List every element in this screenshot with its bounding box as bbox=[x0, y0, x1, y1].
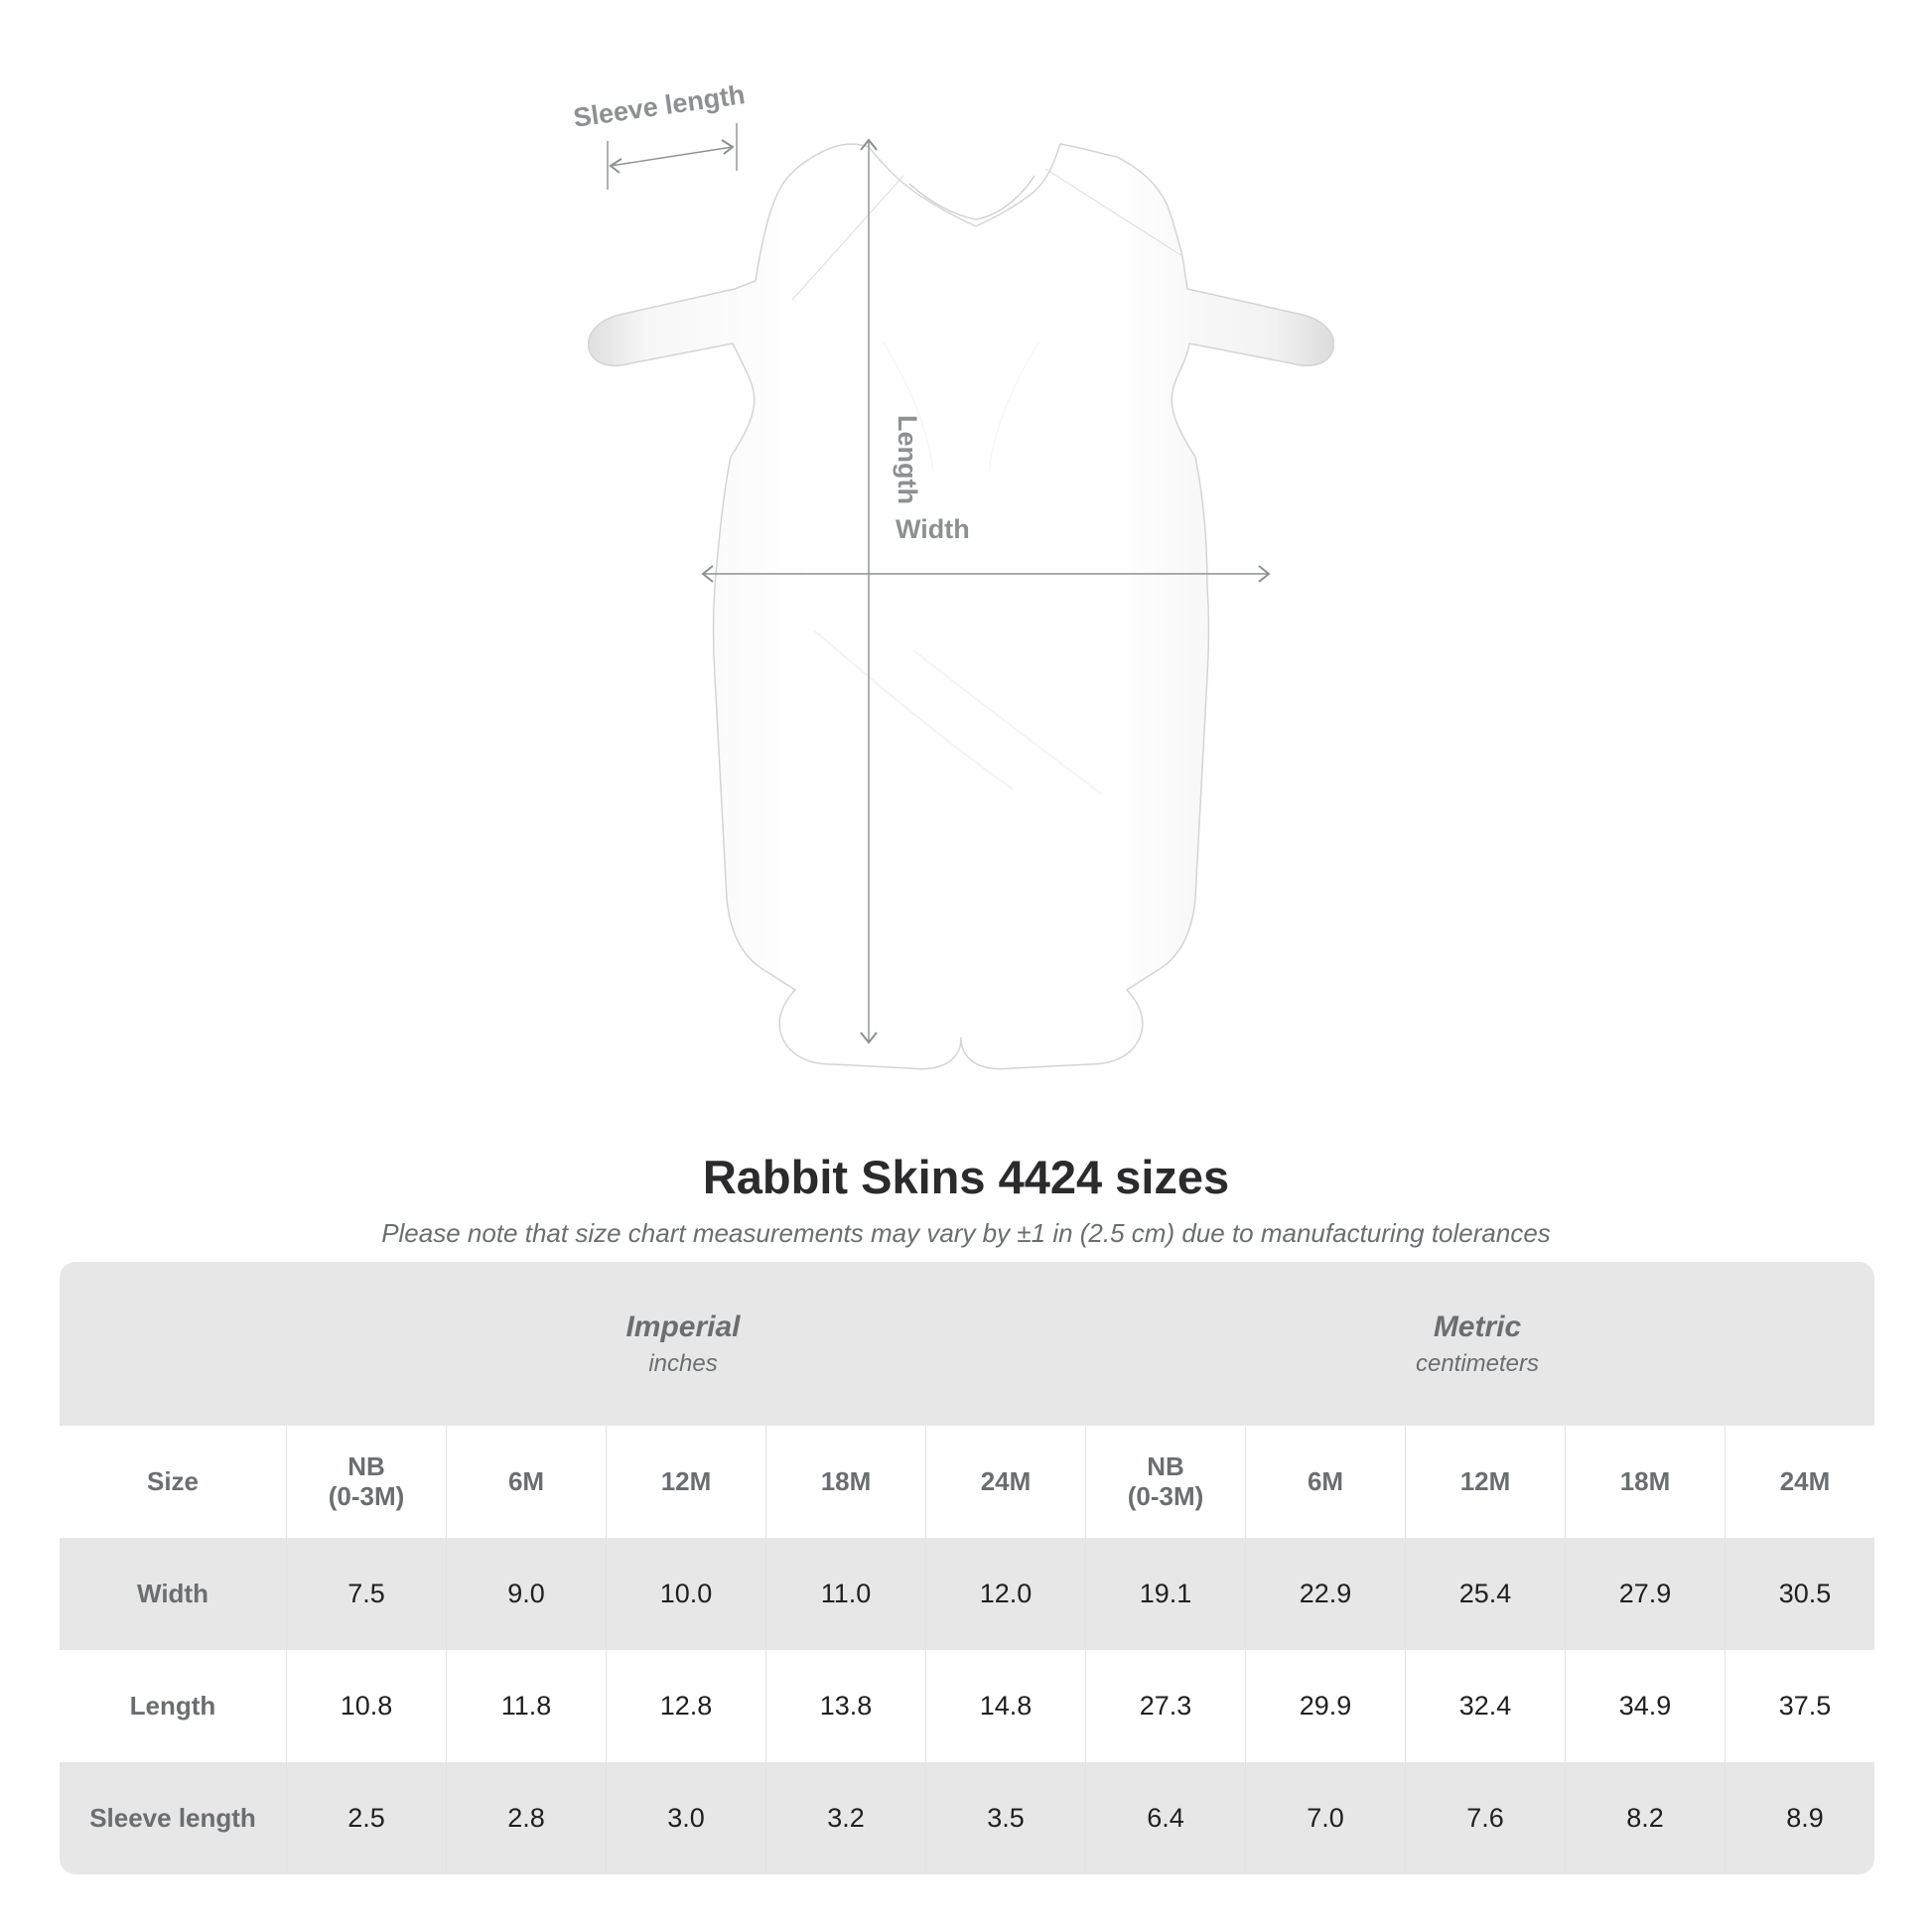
svg-text:Length: Length bbox=[893, 415, 922, 504]
svg-text:Sleeve length: Sleeve length bbox=[572, 79, 748, 133]
svg-text:Width: Width bbox=[896, 514, 970, 544]
